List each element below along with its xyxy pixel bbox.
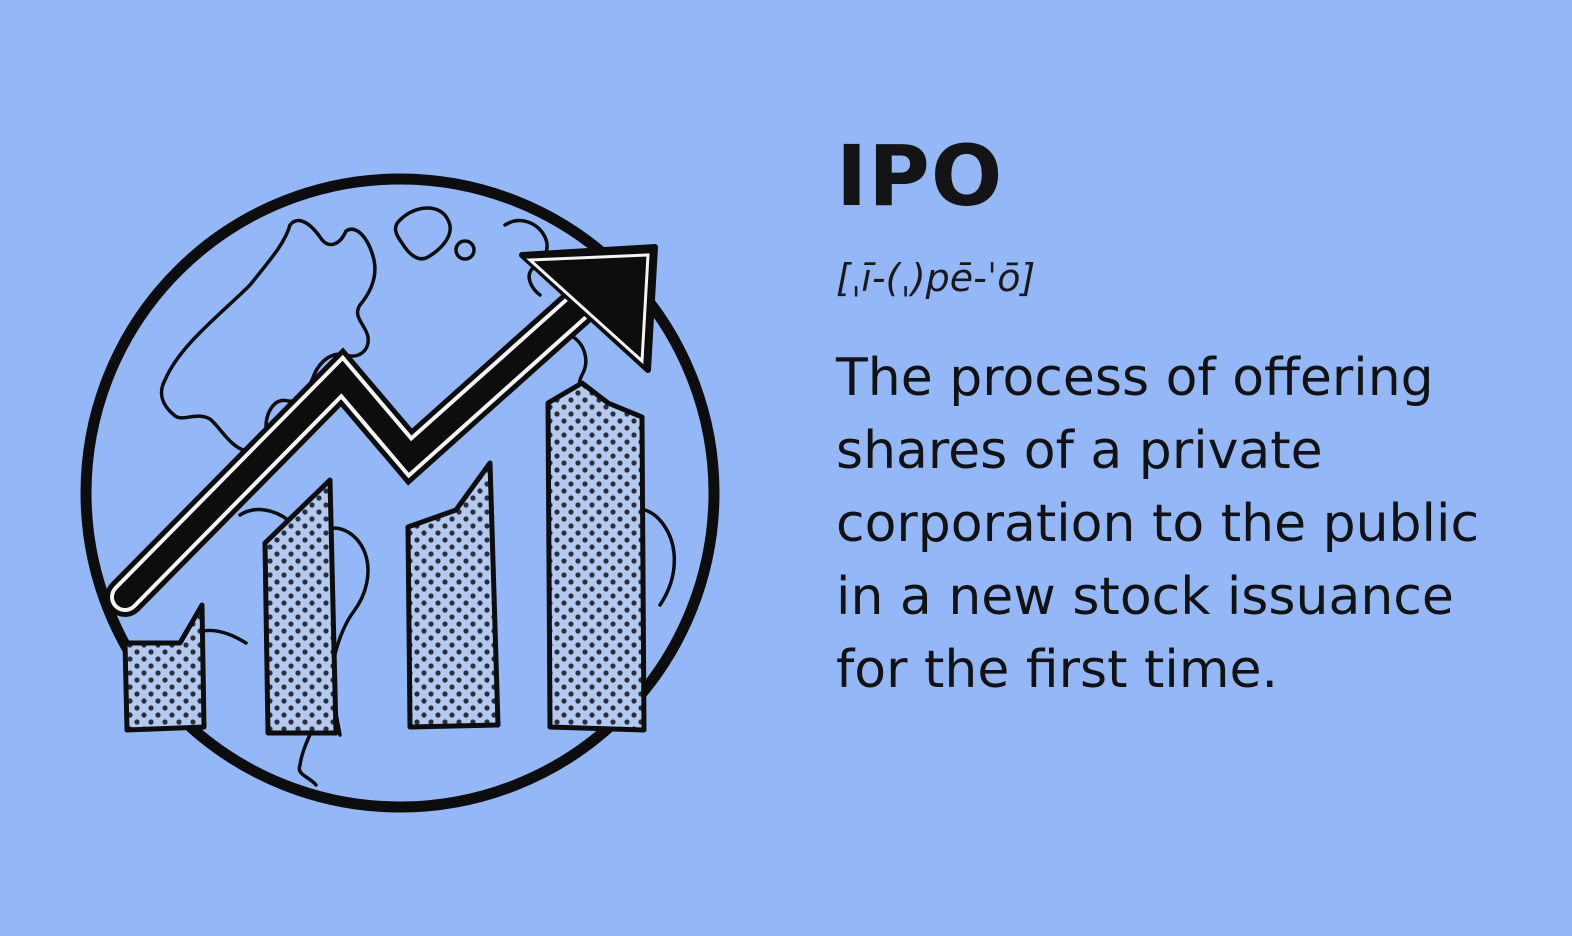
bar-3	[405, 460, 501, 730]
bar-2	[262, 477, 339, 736]
bar-4	[545, 380, 647, 733]
pronunciation: [ˌī-(ˌ)pē-ˈō]	[836, 256, 1036, 300]
definition-card: IPO [ˌī-(ˌ)pē-ˈō] The process of offerin…	[836, 120, 1536, 707]
ipo-illustration	[70, 165, 735, 825]
bar-chart-icon	[122, 380, 647, 736]
bar-1	[122, 602, 207, 733]
definition-text: The process of offering shares of a priv…	[836, 348, 1480, 700]
term-title: IPO	[836, 127, 1004, 225]
rising-arrow-icon	[105, 244, 658, 617]
globe-growth-graphic	[80, 173, 720, 813]
